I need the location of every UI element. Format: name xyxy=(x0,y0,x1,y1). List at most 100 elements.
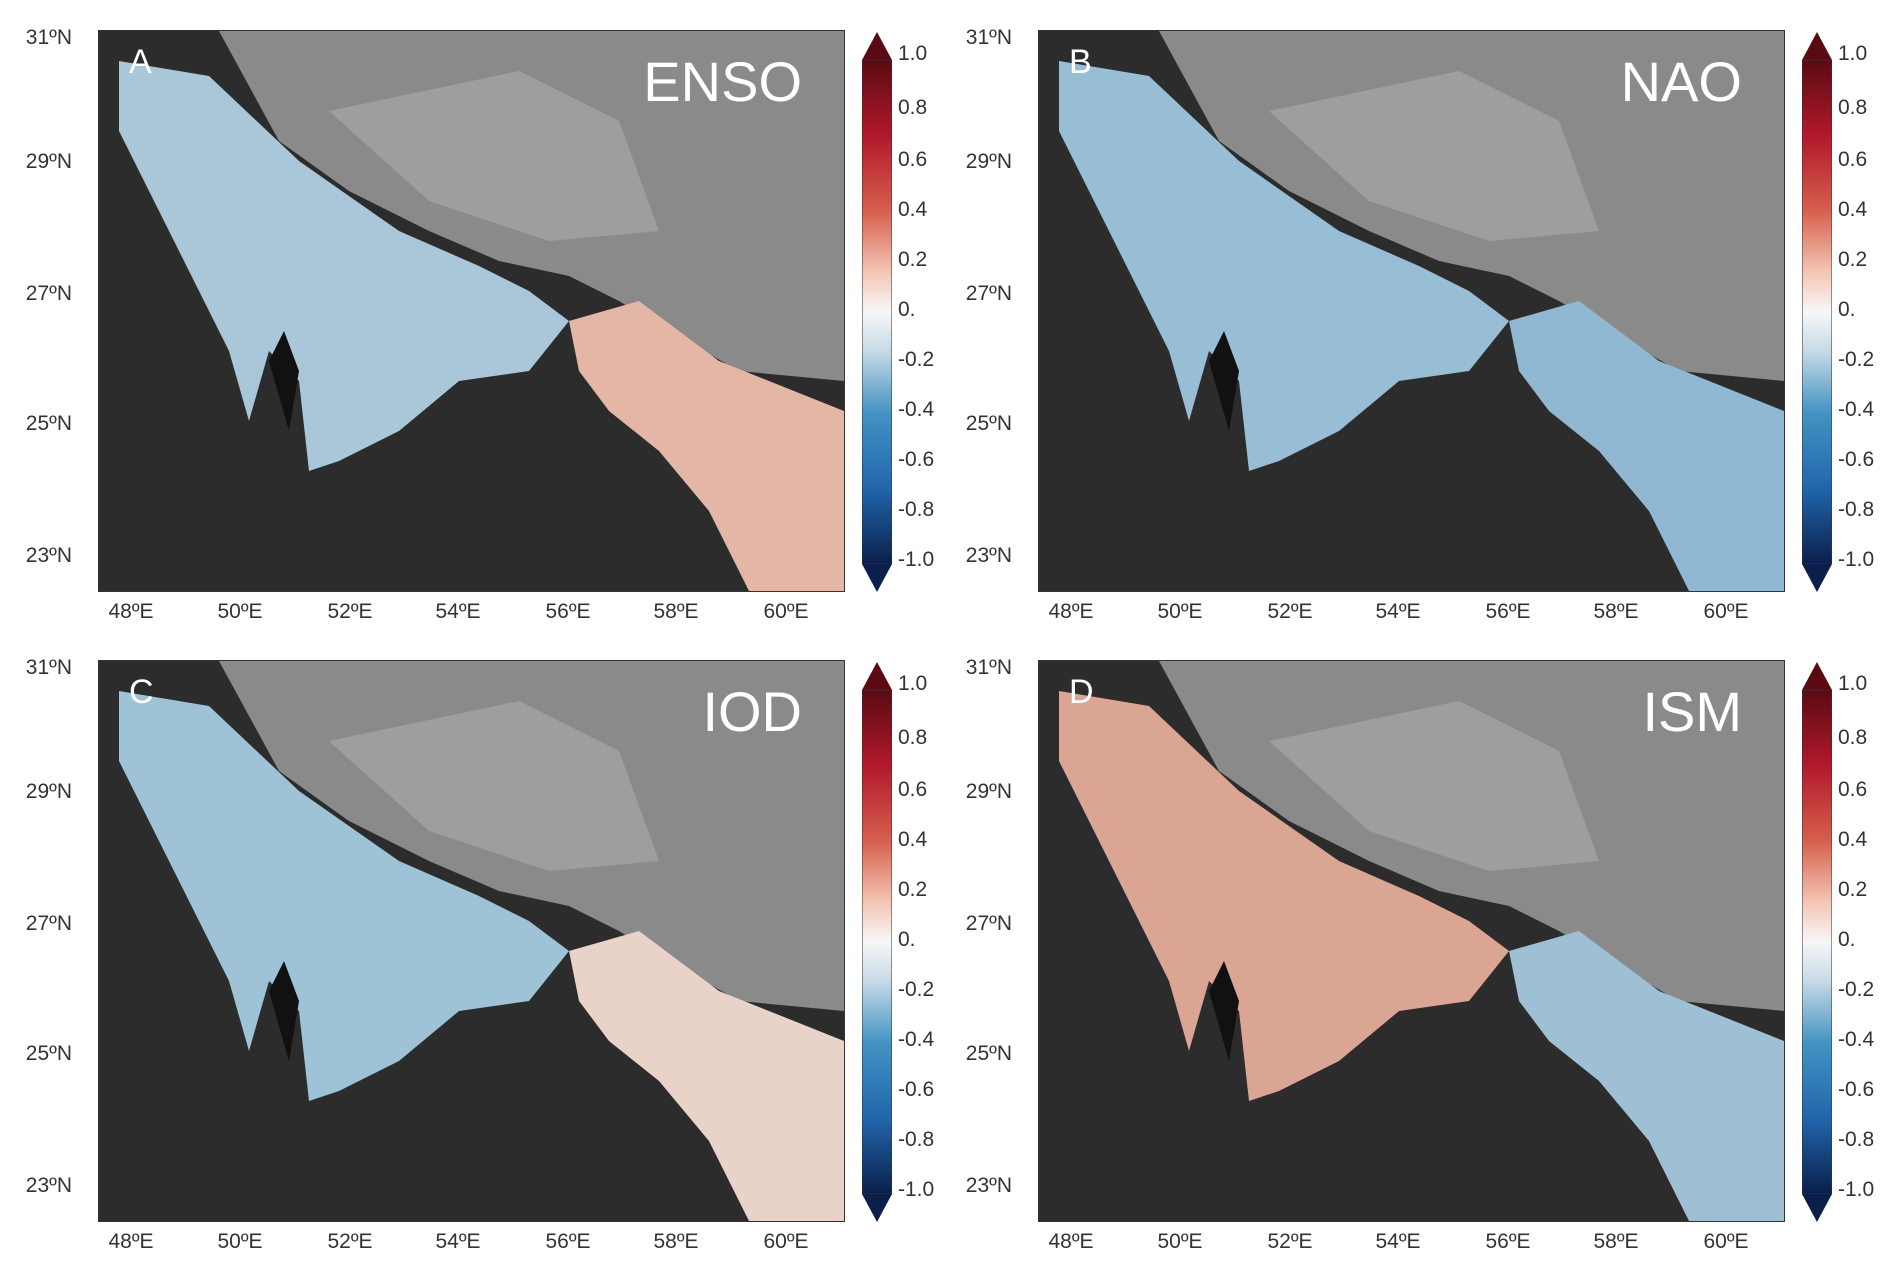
panel-letter: B xyxy=(1069,43,1092,81)
colorbar-label: 0.2 xyxy=(898,878,928,901)
oman-water xyxy=(1509,301,1784,591)
qatar-peninsula xyxy=(1209,331,1239,431)
colorbar-label: -0.4 xyxy=(898,398,935,421)
lat-label: 27ºN xyxy=(965,282,1012,305)
lon-label: 60ºE xyxy=(763,1230,809,1253)
map-frame: B NAO xyxy=(1038,30,1785,592)
colorbar-label: 0. xyxy=(898,298,916,321)
panel-index-title: ENSO xyxy=(643,50,802,113)
gulf-water xyxy=(119,691,569,1101)
map-panel-c: C IOD 31ºN 29ºN 27ºN 25ºN 23ºN 48ºE 50ºE… xyxy=(0,630,934,1253)
colorbar-label: 0.2 xyxy=(898,248,928,271)
oman-water xyxy=(569,931,844,1221)
lat-label: 25ºN xyxy=(965,412,1012,435)
colorbar-label: -0.8 xyxy=(898,1128,935,1151)
colorbar-label: -0.2 xyxy=(898,978,935,1001)
colorbar-label: 0. xyxy=(1838,928,1856,951)
lat-label: 27ºN xyxy=(25,282,72,305)
colorbar xyxy=(862,662,892,1222)
panel-index-title: NAO xyxy=(1620,50,1742,113)
panel-letter: A xyxy=(129,43,152,81)
lon-label: 52ºE xyxy=(1267,600,1313,623)
lon-label: 48ºE xyxy=(1048,600,1094,623)
lon-label: 60ºE xyxy=(1703,600,1749,623)
colorbar-label: -0.4 xyxy=(1838,1028,1875,1051)
map-frame: C IOD xyxy=(98,660,845,1222)
lon-label: 50ºE xyxy=(1157,600,1203,623)
lat-label: 27ºN xyxy=(25,912,72,935)
lon-label: 54ºE xyxy=(435,600,481,623)
panel-letter: C xyxy=(129,673,154,711)
lon-label: 52ºE xyxy=(327,600,373,623)
colorbar-label: 1.0 xyxy=(898,42,928,65)
colorbar-label: 0.6 xyxy=(898,148,928,171)
lon-label: 56ºE xyxy=(1485,600,1531,623)
lat-label: 27ºN xyxy=(965,912,1012,935)
lon-label: 52ºE xyxy=(327,1230,373,1253)
colorbar-label: -0.6 xyxy=(1838,1078,1875,1101)
lat-label: 31ºN xyxy=(965,26,1012,49)
colorbar-label: 0.4 xyxy=(898,198,928,221)
colorbar-label: -0.8 xyxy=(898,498,935,521)
lon-label: 50ºE xyxy=(217,600,263,623)
lon-label: 54ºE xyxy=(435,1230,481,1253)
lat-label: 29ºN xyxy=(965,150,1012,173)
colorbar xyxy=(1802,662,1832,1222)
lon-label: 58ºE xyxy=(653,1230,699,1253)
colorbar-label: 0.6 xyxy=(1838,778,1868,801)
qatar-peninsula xyxy=(269,961,299,1061)
colorbar-label: 0.6 xyxy=(1838,148,1868,171)
colorbar-label: -0.6 xyxy=(898,1078,935,1101)
lat-label: 25ºN xyxy=(965,1042,1012,1065)
lon-label: 54ºE xyxy=(1375,1230,1421,1253)
lat-label: 31ºN xyxy=(25,26,72,49)
lon-label: 48ºE xyxy=(1048,1230,1094,1253)
colorbar-label: -0.2 xyxy=(898,348,935,371)
panel-letter: D xyxy=(1069,673,1094,711)
map-svg xyxy=(99,661,844,1221)
lat-label: 23ºN xyxy=(25,1174,72,1197)
lon-label: 56ºE xyxy=(545,1230,591,1253)
lon-label: 48ºE xyxy=(108,600,154,623)
colorbar-label: -0.2 xyxy=(1838,348,1875,371)
map-frame: D ISM xyxy=(1038,660,1785,1222)
colorbar xyxy=(1802,32,1832,592)
colorbar-label: 0.2 xyxy=(1838,248,1868,271)
map-svg xyxy=(1039,31,1784,591)
lat-label: 23ºN xyxy=(965,1174,1012,1197)
lon-label: 58ºE xyxy=(1593,600,1639,623)
colorbar-label: -0.8 xyxy=(1838,1128,1875,1151)
colorbar-label: -1.0 xyxy=(1838,548,1875,571)
map-panel-b: B NAO 31ºN 29ºN 27ºN 25ºN 23ºN 48ºE 50ºE… xyxy=(940,0,1874,623)
colorbar-label: 0.4 xyxy=(1838,198,1868,221)
land-highlands xyxy=(329,71,659,241)
colorbar-label: -0.6 xyxy=(898,448,935,471)
lon-label: 50ºE xyxy=(1157,1230,1203,1253)
colorbar-label: 0.8 xyxy=(898,96,928,119)
lon-label: 54ºE xyxy=(1375,600,1421,623)
lat-label: 29ºN xyxy=(965,780,1012,803)
colorbar xyxy=(862,32,892,592)
gulf-water xyxy=(1059,691,1509,1101)
lat-label: 25ºN xyxy=(25,1042,72,1065)
colorbar-label: 1.0 xyxy=(898,672,928,695)
land-highlands xyxy=(1269,71,1599,241)
qatar-peninsula xyxy=(269,331,299,431)
lat-label: 23ºN xyxy=(965,544,1012,567)
lon-label: 60ºE xyxy=(763,600,809,623)
land-highlands xyxy=(1269,701,1599,871)
lon-label: 52ºE xyxy=(1267,1230,1313,1253)
colorbar-label: -0.8 xyxy=(1838,498,1875,521)
colorbar-label: -0.6 xyxy=(1838,448,1875,471)
colorbar-label: -1.0 xyxy=(898,1178,935,1201)
colorbar-label: 0. xyxy=(1838,298,1856,321)
lon-label: 48ºE xyxy=(108,1230,154,1253)
colorbar-label: 0.2 xyxy=(1838,878,1868,901)
panel-index-title: ISM xyxy=(1642,680,1742,743)
colorbar-label: -0.2 xyxy=(1838,978,1875,1001)
lat-label: 29ºN xyxy=(25,780,72,803)
lat-label: 25ºN xyxy=(25,412,72,435)
colorbar-label: 1.0 xyxy=(1838,42,1868,65)
lat-label: 31ºN xyxy=(965,656,1012,679)
map-svg xyxy=(1039,661,1784,1221)
